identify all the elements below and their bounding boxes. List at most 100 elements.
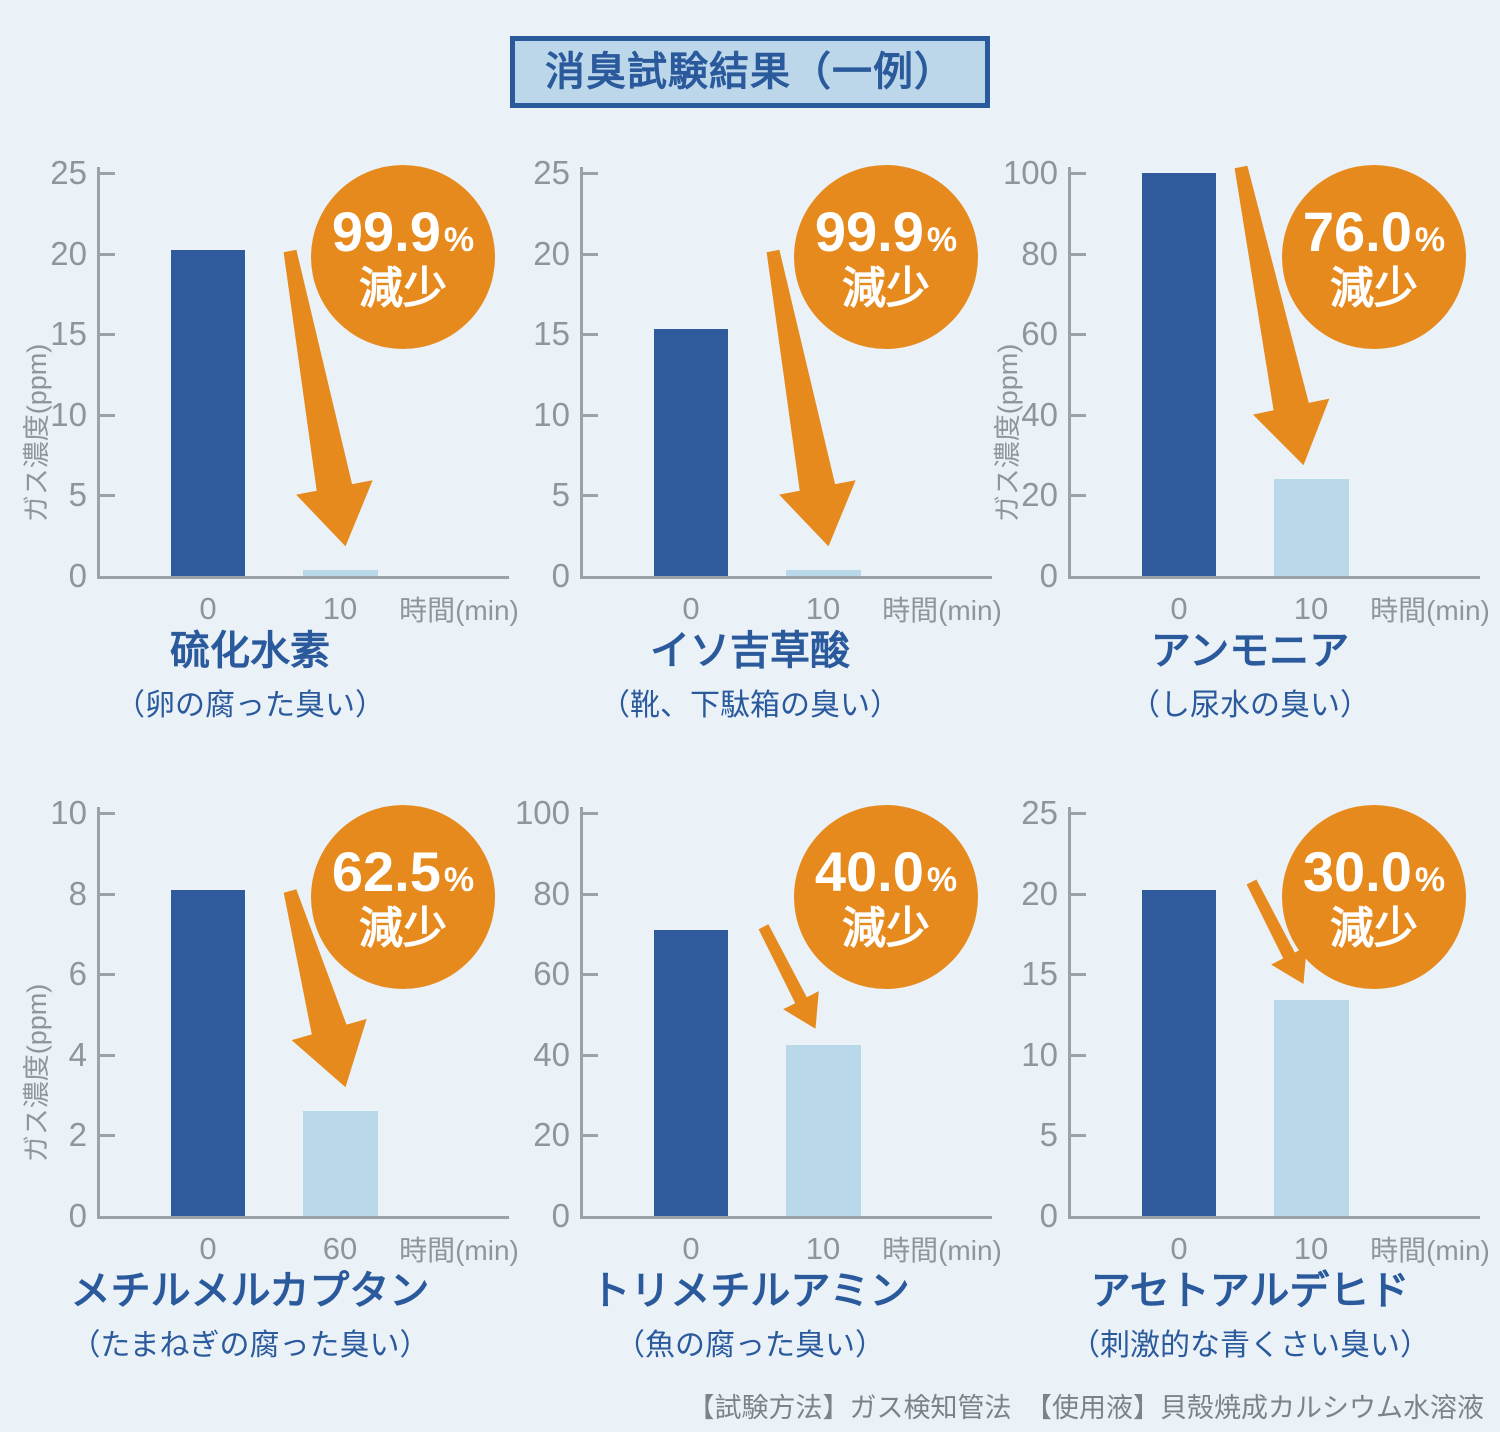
x-axis-title: 時間(min) <box>882 1235 1002 1266</box>
reduction-percent-line: 40.0% <box>814 839 957 903</box>
y-tick-label: 10 <box>50 794 87 831</box>
y-tick-mark <box>100 973 115 976</box>
y-tick-label: 80 <box>533 875 570 912</box>
y-tick-mark <box>1071 414 1086 417</box>
y-tick-label: 10 <box>50 396 87 433</box>
reduction-word: 減少 <box>842 263 930 313</box>
y-tick-mark <box>583 253 598 256</box>
y-axis <box>97 167 100 579</box>
y-tick-mark <box>100 1134 115 1137</box>
y-axis <box>1068 807 1071 1219</box>
chart-subtitle: （し尿水の臭い） <box>1130 689 1370 722</box>
percent-sign: % <box>926 220 958 259</box>
x-axis <box>1068 1216 1480 1219</box>
percent-sign: % <box>443 220 475 259</box>
percent-sign: % <box>443 860 475 899</box>
y-tick-mark <box>583 172 598 175</box>
y-tick-label: 25 <box>50 154 87 191</box>
bar-initial <box>1142 890 1216 1216</box>
y-tick-mark <box>583 1054 598 1057</box>
reduction-word: 減少 <box>842 903 930 953</box>
footer-note: 【試験方法】ガス検知管法 【使用液】貝殻焼成カルシウム水溶液 <box>687 1393 1485 1423</box>
reduction-percent-line: 62.5% <box>331 839 475 903</box>
y-tick-label: 40 <box>1021 396 1058 433</box>
y-tick-mark <box>1071 333 1086 336</box>
y-tick-label: 60 <box>533 955 570 992</box>
y-tick-label: 10 <box>533 396 570 433</box>
y-tick-label: 25 <box>533 154 570 191</box>
y-tick-label: 4 <box>68 1036 87 1073</box>
y-tick-mark <box>100 414 115 417</box>
bar-initial <box>1142 173 1216 576</box>
chart-title: アセトアルデヒド <box>1090 1269 1410 1313</box>
reduction-percent-value: 40.0 <box>814 839 924 903</box>
y-axis <box>580 807 583 1219</box>
y-axis <box>580 167 583 579</box>
reduction-badge: 62.5% 減少 <box>311 805 495 989</box>
reduction-percent-line: 99.9% <box>332 203 475 260</box>
reduction-percent-value: 76.0 <box>1302 199 1412 263</box>
y-tick-mark <box>1071 494 1086 497</box>
bar-after <box>786 1044 861 1216</box>
y-tick-label: 0 <box>551 1197 570 1234</box>
y-tick-mark <box>1071 1134 1086 1137</box>
y-tick-label: 5 <box>551 476 570 513</box>
x-axis-title: 時間(min) <box>1370 1235 1490 1266</box>
x-axis-title: 時間(min) <box>882 595 1002 626</box>
reduction-percent-value: 99.9 <box>814 199 924 263</box>
percent-sign: % <box>1414 860 1446 899</box>
x-axis-title: 時間(min) <box>399 595 519 626</box>
y-tick-label: 5 <box>68 476 87 513</box>
y-tick-label: 0 <box>68 557 87 594</box>
y-tick-mark <box>1071 253 1086 256</box>
y-tick-label: 0 <box>551 557 570 594</box>
y-tick-label: 0 <box>1039 557 1058 594</box>
x-tick-label-initial: 0 <box>1170 1231 1188 1266</box>
y-tick-mark <box>100 253 115 256</box>
chart-subtitle: （たまねぎの腐った臭い） <box>70 1329 430 1362</box>
x-axis-title: 時間(min) <box>399 1235 519 1266</box>
y-tick-mark <box>583 1134 598 1137</box>
y-tick-mark <box>583 494 598 497</box>
reduction-percent-value: 62.5 <box>331 839 441 903</box>
y-tick-label: 20 <box>533 1116 570 1153</box>
x-tick-label-initial: 0 <box>682 591 700 626</box>
y-tick-label: 20 <box>533 235 570 272</box>
y-tick-label: 10 <box>1021 1036 1058 1073</box>
y-tick-mark <box>1071 172 1086 175</box>
reduction-badge: 40.0% 減少 <box>794 805 978 989</box>
reduction-word: 減少 <box>359 263 447 313</box>
chart-subtitle: （卵の腐った臭い） <box>115 689 385 722</box>
x-axis <box>1068 576 1480 579</box>
y-tick-label: 15 <box>533 315 570 352</box>
x-axis <box>97 576 509 579</box>
bar-after <box>303 570 378 576</box>
bar-after <box>1274 999 1349 1216</box>
y-tick-mark <box>100 494 115 497</box>
bar-initial <box>654 329 728 576</box>
chart-title: イソ吉草酸 <box>650 629 850 673</box>
y-tick-label: 20 <box>1021 476 1058 513</box>
y-axis <box>1068 167 1071 579</box>
x-tick-label-after: 10 <box>805 591 841 626</box>
y-tick-label: 15 <box>50 315 87 352</box>
y-tick-mark <box>100 893 115 896</box>
x-tick-label-initial: 0 <box>199 591 217 626</box>
x-tick-label-after: 10 <box>322 591 358 626</box>
bar-after <box>786 570 861 576</box>
y-tick-label: 6 <box>68 955 87 992</box>
y-tick-mark <box>583 893 598 896</box>
chart-title: 硫化水素 <box>170 629 330 673</box>
reduction-badge: 99.9% 減少 <box>311 165 495 349</box>
chart-subtitle: （靴、下駄箱の臭い） <box>600 689 900 722</box>
y-tick-mark <box>1071 973 1086 976</box>
x-tick-label-initial: 0 <box>199 1231 217 1266</box>
y-tick-mark <box>583 414 598 417</box>
x-axis <box>580 576 992 579</box>
y-tick-label: 5 <box>1039 1116 1058 1153</box>
y-tick-label: 20 <box>50 235 87 272</box>
chart-subtitle: （魚の腐った臭い） <box>615 1329 885 1362</box>
y-tick-label: 25 <box>1021 794 1058 831</box>
y-tick-mark <box>100 333 115 336</box>
